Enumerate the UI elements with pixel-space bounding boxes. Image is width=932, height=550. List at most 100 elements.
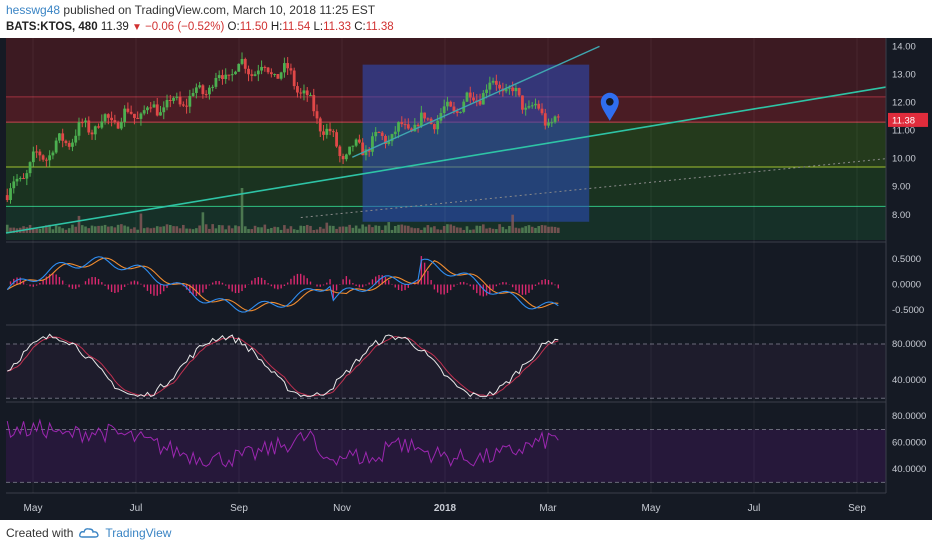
candle-body xyxy=(256,70,260,75)
candle-body xyxy=(403,124,407,126)
candle-body xyxy=(139,113,143,119)
volume-bar xyxy=(51,229,55,233)
volume-bar xyxy=(155,226,159,233)
volume-bar xyxy=(498,224,501,233)
candle-body xyxy=(289,68,293,71)
candle-body xyxy=(446,101,449,107)
candle-body xyxy=(159,112,162,116)
candle-body xyxy=(269,72,273,75)
chart-canvas[interactable]: 14.00 13.00 12.00 11.00 10.00 9.00 8.00 0.5000 0… xyxy=(0,38,932,520)
volume-bar xyxy=(67,228,71,233)
candle-body xyxy=(305,90,309,96)
candle-body xyxy=(240,59,244,64)
candle-body xyxy=(237,63,241,72)
volume-bar xyxy=(214,228,218,233)
marker-pin xyxy=(600,92,619,121)
candle-body xyxy=(491,80,495,83)
candle-body xyxy=(48,155,52,161)
volume-bar xyxy=(54,225,58,233)
candle-body xyxy=(452,106,456,112)
candle-body xyxy=(234,71,237,75)
volume-bar xyxy=(237,226,241,233)
price-tick-label: 10.00 xyxy=(892,154,916,165)
candle-body xyxy=(9,188,12,201)
candle-body xyxy=(5,195,9,201)
candle-body xyxy=(530,105,534,107)
time-tick-label: May xyxy=(642,503,661,514)
volume-bar xyxy=(240,188,244,233)
candle-body xyxy=(472,97,475,101)
rsi-line xyxy=(6,418,559,468)
candle-body xyxy=(103,114,107,122)
volume-bar xyxy=(48,224,51,233)
candle-body xyxy=(351,145,355,147)
volume-bar xyxy=(84,226,87,233)
volume-bar xyxy=(553,226,557,233)
volume-bar xyxy=(71,224,74,233)
volume-bar xyxy=(61,228,64,233)
candle-body xyxy=(459,111,462,113)
volume-bar xyxy=(146,227,149,233)
candle-body xyxy=(100,121,104,128)
rsi-band xyxy=(6,429,886,483)
volume-bar xyxy=(390,229,394,233)
volume-bar xyxy=(488,227,492,233)
candle-body xyxy=(123,108,127,123)
tradingview-link[interactable]: TradingView xyxy=(105,526,172,540)
volume-bar xyxy=(38,228,42,233)
candle-body xyxy=(367,149,371,152)
volume-bar xyxy=(178,228,182,233)
volume-bar xyxy=(296,229,299,233)
volume-bar xyxy=(495,229,498,233)
candle-body xyxy=(419,112,423,127)
candle-body xyxy=(527,106,531,108)
rsi-tick-label: 60.0000 xyxy=(892,438,926,449)
volume-bar xyxy=(5,224,9,233)
candle-body xyxy=(201,85,205,95)
volume-bar xyxy=(234,225,237,233)
candle-body xyxy=(426,118,430,120)
stoch-tick-label: 40.0000 xyxy=(892,375,926,386)
volume-bar xyxy=(113,227,117,233)
price-pane xyxy=(5,38,887,240)
candle-body xyxy=(181,104,185,106)
volume-bar xyxy=(250,229,254,233)
volume-bar xyxy=(120,224,123,233)
price-change: −0.06 (−0.52%) xyxy=(145,21,225,33)
volume-bar xyxy=(335,228,338,233)
volume-bar xyxy=(429,227,433,233)
candle-body xyxy=(77,122,81,136)
volume-bar xyxy=(325,222,329,233)
volume-bar xyxy=(58,226,61,233)
candle-body xyxy=(165,100,169,108)
candle-body xyxy=(364,149,368,156)
volume-bar xyxy=(410,227,413,233)
volume-bar xyxy=(465,226,469,233)
volume-bar xyxy=(168,225,172,233)
candle-body xyxy=(540,108,544,114)
candle-body xyxy=(106,114,110,118)
candle-body xyxy=(133,113,136,118)
volume-bar xyxy=(426,225,430,233)
author-link[interactable]: hesswg48 xyxy=(6,3,61,17)
rsi-tick-label: 80.0000 xyxy=(892,411,926,422)
candle-body xyxy=(110,117,113,121)
candle-body xyxy=(175,96,179,98)
volume-bar xyxy=(449,224,452,233)
candle-body xyxy=(514,87,518,92)
candle-body xyxy=(41,155,45,160)
candle-body xyxy=(325,128,329,135)
open-value: 11.50 xyxy=(239,21,268,33)
candle-body xyxy=(328,128,332,132)
candle-body xyxy=(80,122,84,124)
candle-body xyxy=(511,87,515,92)
volume-bar xyxy=(524,226,527,233)
volume-bar xyxy=(485,228,488,233)
candle-body xyxy=(478,100,482,105)
time-tick-label: Sep xyxy=(230,503,248,514)
rsi-pane xyxy=(6,401,886,483)
high-value: 11.54 xyxy=(282,21,311,33)
time-tick-label: Sep xyxy=(848,503,866,514)
volume-bar xyxy=(289,226,293,233)
long-trendline xyxy=(5,86,887,234)
